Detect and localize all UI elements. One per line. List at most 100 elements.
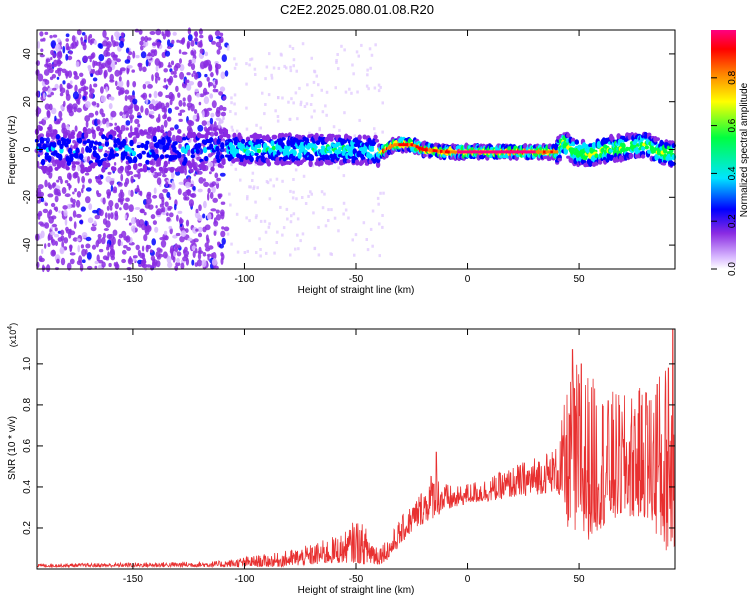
spectrogram-noise-cell xyxy=(145,197,152,205)
spectrogram-noise-cell xyxy=(254,216,258,220)
spectrogram-noise-cell xyxy=(181,51,188,55)
spectrogram-noise-cell xyxy=(141,263,148,269)
spectrogram-noise-cell xyxy=(255,214,258,218)
spectrogram-noise-cell xyxy=(177,244,181,249)
spectrogram-noise-cell xyxy=(42,86,48,92)
spectrogram-noise-cell xyxy=(366,248,370,252)
spectrogram-noise-cell xyxy=(196,259,203,267)
spectrogram-ridge-cell xyxy=(281,137,286,141)
spectrogram-noise-cell xyxy=(296,117,299,121)
snr-x-axis-label: Height of straight line (km) xyxy=(298,585,415,596)
spectrogram-noise-cell xyxy=(197,232,203,238)
spectrogram-ridge-core xyxy=(489,150,493,154)
spectrogram-noise-cell xyxy=(94,260,99,265)
spectrogram-noise-cell xyxy=(174,106,180,110)
spectrogram-ridge-cell xyxy=(204,156,209,162)
spectrogram-noise-cell xyxy=(161,200,165,206)
spectrogram-noise-cell xyxy=(81,175,85,184)
spectrogram-noise-cell xyxy=(292,190,295,194)
spectrogram-noise-cell xyxy=(125,127,129,131)
spectrogram-noise-cell xyxy=(362,221,366,225)
spectrogram-noise-cell xyxy=(216,177,221,182)
spectrogram-noise-cell xyxy=(219,243,224,249)
spectrogram-ridge-cell xyxy=(96,154,101,160)
spectrogram-ridge-cell xyxy=(152,135,157,143)
spectrogram-noise-cell xyxy=(47,182,51,189)
spectrogram-noise-cell xyxy=(304,202,308,205)
spectrogram-noise-cell xyxy=(141,245,145,252)
spectrogram-noise-cell xyxy=(325,113,328,117)
spectrogram-ridge-cell xyxy=(256,148,262,154)
spectrogram-noise-cell xyxy=(192,250,196,258)
spectrogram-ridge-cell xyxy=(83,131,89,139)
spectrogram-ridge-cell xyxy=(309,157,314,161)
spectrogram-noise-cell xyxy=(64,180,69,184)
spectrogram-ridge-cell xyxy=(336,134,341,138)
spectrogram-ridge-cell xyxy=(609,148,614,153)
spectrogram-ridge-cell xyxy=(52,142,57,146)
spectrogram-ridge-cell xyxy=(574,139,579,145)
spectrogram-noise-cell xyxy=(268,52,271,56)
spectrogram-noise-cell xyxy=(86,128,92,135)
spectrogram-ridge-core xyxy=(393,143,397,147)
spectrogram-noise-cell xyxy=(121,258,126,264)
spectrogram-noise-cell xyxy=(123,105,129,113)
spectrogram-noise-cell xyxy=(72,191,75,195)
spectrogram-noise-cell xyxy=(68,110,74,117)
spectrogram-noise-cell xyxy=(187,62,192,67)
spectrogram-noise-cell xyxy=(102,197,106,205)
spectrogram-noise-cell xyxy=(84,115,91,122)
spectrogram-noise-cell xyxy=(188,199,194,207)
spectrogram-ridge-cell xyxy=(250,152,256,156)
spectrogram-ridge-cell xyxy=(240,138,246,144)
spectrogram-noise-cell xyxy=(46,109,51,117)
spectrogram-noise-cell xyxy=(79,263,84,272)
spectrogram-noise-cell xyxy=(193,238,199,243)
spectrogram-noise-cell xyxy=(176,251,182,257)
spectrogram-noise-cell xyxy=(205,59,211,66)
spectrogram-ridge-cell xyxy=(142,163,148,171)
snr-marks xyxy=(36,328,675,569)
spectrogram-noise-cell xyxy=(103,69,108,78)
spectrogram-noise-cell xyxy=(379,85,382,89)
spectrogram-noise-cell xyxy=(59,92,64,97)
spectrogram-noise-cell xyxy=(141,223,146,231)
spectrogram-noise-cell xyxy=(337,67,340,71)
spectrogram-noise-cell xyxy=(187,27,192,35)
spectrogram-ridge-core xyxy=(494,150,497,154)
spectrogram-noise-cell xyxy=(166,116,171,122)
spectrogram-noise-cell xyxy=(144,107,149,116)
spectrogram-noise-cell xyxy=(97,43,103,49)
spectrogram-noise-cell xyxy=(382,191,385,195)
spectrogram-noise-cell xyxy=(220,201,226,205)
spectrogram-ridge-cell xyxy=(69,153,74,158)
spectrogram-noise-cell xyxy=(202,252,207,257)
spectrogram-noise-cell xyxy=(159,237,165,241)
spectrogram-noise-cell xyxy=(63,209,68,217)
spectrogram-noise-cell xyxy=(110,212,114,220)
spectrogram-noise-cell xyxy=(85,196,91,204)
spectrogram-ridge-cell xyxy=(202,146,208,154)
spectrogram-noise-cell xyxy=(335,60,338,64)
spectrogram-noise-cell xyxy=(41,248,44,255)
spectrogram-noise-cell xyxy=(229,203,232,207)
spectrogram-noise-cell xyxy=(265,65,269,69)
spectrogram-ridge-cell xyxy=(190,154,195,159)
spectrogram-noise-cell xyxy=(235,62,238,66)
spectrogram-noise-cell xyxy=(193,72,199,80)
spectrogram-noise-cell xyxy=(54,195,59,203)
spectrogram-noise-cell xyxy=(335,59,338,62)
spectrogram-noise-cell xyxy=(85,243,91,249)
spectrogram-noise-cell xyxy=(353,253,356,257)
spectrogram-noise-cell xyxy=(312,80,316,84)
spectrogram-ridge-cell xyxy=(123,151,128,157)
spectrogram-ridge-cell xyxy=(254,152,259,156)
spectrogram-noise-cell xyxy=(131,217,136,225)
spectrogram-noise-cell xyxy=(209,131,215,137)
spectrogram-noise-cell xyxy=(185,228,189,234)
spectrogram-noise-cell xyxy=(155,251,161,258)
spectrogram-noise-cell xyxy=(43,116,49,121)
x-tick-label: 0 xyxy=(465,574,471,585)
spectrogram-ridge-cell xyxy=(245,149,251,155)
spectrogram-noise-cell xyxy=(37,184,44,190)
